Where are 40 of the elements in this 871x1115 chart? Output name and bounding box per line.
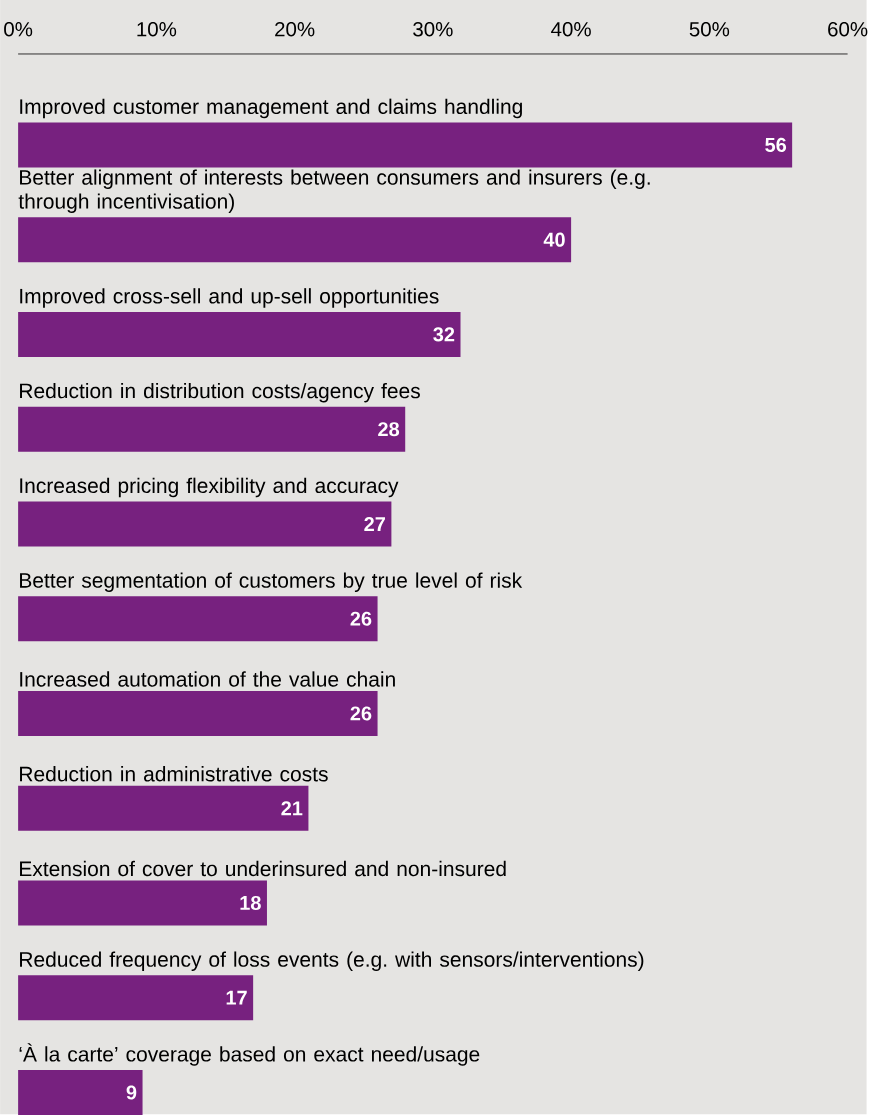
y-tick-label: Better segmentation of customers by true level of risk — [19, 572, 522, 592]
y-tick-label: Reduction in distribution costs/agency fees — [19, 382, 420, 403]
bar — [17, 880, 267, 926]
bar — [17, 406, 406, 452]
y-tick-label: Improved customer management and claims handling — [20, 98, 522, 119]
y-tick-label: Increased automation of the value chain — [20, 671, 395, 687]
data-label: 32 — [433, 327, 454, 342]
data-label: 56 — [764, 137, 786, 153]
data-label: 21 — [281, 801, 303, 816]
bar — [17, 122, 793, 168]
data-label: 26 — [350, 706, 372, 721]
data-label: 28 — [377, 422, 399, 437]
data-label: 17 — [226, 990, 247, 1005]
bar — [17, 975, 253, 1021]
data-label: 18 — [240, 895, 261, 911]
x-tick-label: 50% — [689, 21, 729, 37]
x-tick-label: 40% — [550, 21, 591, 37]
bar — [17, 217, 571, 263]
bar — [17, 785, 309, 831]
y-tick-label: ‘À la carte’ coverage based on exact need/usage — [19, 1043, 480, 1066]
y-tick-label: Increased pricing flexibility and accuracy — [20, 477, 399, 498]
x-tick-label: 60% — [827, 21, 868, 37]
y-tick-label: Reduction in administrative costs — [19, 766, 328, 782]
bar — [17, 690, 378, 736]
bar — [17, 596, 378, 642]
x-tick-label: 20% — [274, 21, 315, 37]
x-tick-label: 0% — [3, 21, 32, 37]
bar — [17, 311, 461, 357]
data-label: 27 — [364, 516, 385, 531]
x-tick-label: 10% — [137, 21, 176, 37]
y-tick-label: Better alignment of interests between consumers and insurers (e.g. through incentivisation) — [18, 169, 650, 213]
y-tick-label: Extension of cover to underinsured and non-insured — [19, 860, 506, 877]
y-tick-label: Improved cross-sell and up-sell opportunities — [20, 288, 439, 308]
data-label: 26 — [350, 611, 372, 626]
data-label: 40 — [543, 232, 565, 247]
y-tick-label: Reduced frequency of loss events (e.g. with sensors/interventions) — [19, 951, 644, 972]
data-label: 9 — [126, 1085, 137, 1100]
x-tick-label: 30% — [412, 21, 453, 37]
bar — [17, 501, 392, 547]
bar — [17, 1070, 143, 1115]
